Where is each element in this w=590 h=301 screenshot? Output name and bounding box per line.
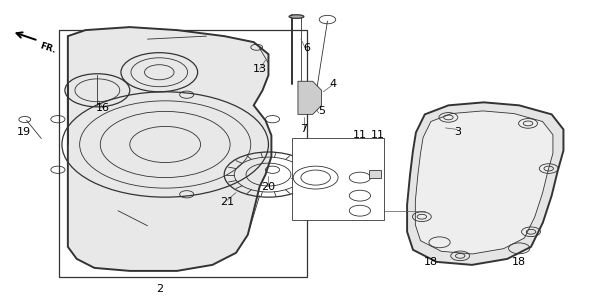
Polygon shape: [415, 111, 553, 254]
Text: 3: 3: [454, 127, 461, 138]
Text: 19: 19: [17, 127, 31, 138]
Text: 7: 7: [300, 124, 307, 135]
Text: 9: 9: [342, 200, 349, 210]
Text: 8: 8: [294, 200, 301, 210]
Text: 12: 12: [368, 172, 382, 183]
Text: 9: 9: [348, 182, 355, 192]
FancyBboxPatch shape: [59, 30, 307, 277]
Text: 11: 11: [309, 206, 323, 216]
Text: 18: 18: [424, 257, 438, 267]
Text: 5: 5: [318, 106, 325, 116]
Text: 4: 4: [330, 79, 337, 89]
Polygon shape: [298, 81, 322, 114]
Text: FR.: FR.: [38, 42, 57, 55]
Text: 10: 10: [314, 182, 329, 192]
Text: 9: 9: [350, 163, 358, 174]
Text: 11: 11: [371, 130, 385, 141]
Polygon shape: [407, 102, 563, 265]
Text: 13: 13: [253, 64, 267, 74]
Text: 17: 17: [312, 142, 326, 153]
Text: 14: 14: [362, 209, 376, 219]
FancyBboxPatch shape: [292, 138, 384, 220]
Text: 21: 21: [220, 197, 234, 207]
Text: 18: 18: [512, 257, 526, 267]
Text: 15: 15: [357, 197, 371, 207]
Text: 11: 11: [353, 130, 367, 141]
Ellipse shape: [289, 15, 304, 18]
Text: 6: 6: [303, 43, 310, 53]
Polygon shape: [68, 27, 271, 271]
Text: 20: 20: [261, 182, 276, 192]
Text: 2: 2: [156, 284, 163, 294]
Polygon shape: [369, 170, 381, 178]
Text: 16: 16: [96, 103, 110, 113]
